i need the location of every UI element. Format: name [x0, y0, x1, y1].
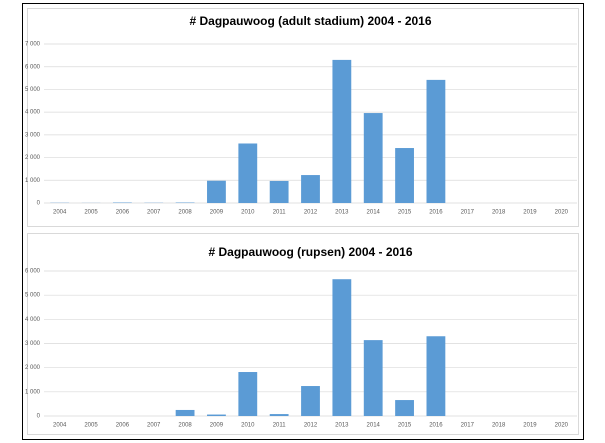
x-tick-label: 2010	[241, 210, 255, 216]
bar	[238, 143, 258, 203]
y-tick-label: 0	[37, 201, 41, 207]
bar	[332, 279, 352, 416]
x-tick-label: 2009	[210, 423, 224, 429]
x-tick-label: 2006	[116, 210, 130, 216]
bar	[269, 414, 289, 416]
y-tick-label: 5 000	[25, 87, 41, 93]
x-tick-label: 2012	[304, 210, 318, 216]
y-tick-label: 0	[37, 414, 41, 420]
x-tick-label: 2008	[178, 210, 192, 216]
x-tick-label: 2007	[147, 210, 161, 216]
bar	[207, 180, 226, 203]
x-tick-label: 2012	[304, 423, 318, 429]
bar	[332, 59, 352, 204]
bar	[175, 409, 195, 416]
x-tick-label: 2005	[84, 423, 98, 429]
chart-title: # Dagpauwoog (rupsen) 2004 - 2016	[208, 245, 412, 259]
x-tick-label: 2017	[461, 423, 475, 429]
y-tick-label: 6 000	[25, 64, 41, 70]
x-tick-label: 2007	[147, 423, 161, 429]
bar	[395, 400, 414, 416]
y-tick-label: 3 000	[25, 132, 41, 138]
x-tick-label: 2016	[429, 210, 443, 216]
x-tick-label: 2005	[84, 210, 98, 216]
x-tick-label: 2019	[523, 423, 537, 429]
x-tick-label: 2006	[116, 423, 130, 429]
x-tick-label: 2020	[555, 210, 569, 216]
bar	[395, 148, 414, 203]
x-tick-label: 2013	[335, 210, 349, 216]
x-tick-label: 2017	[461, 210, 475, 216]
x-tick-label: 2018	[492, 423, 506, 429]
x-tick-label: 2019	[523, 210, 537, 216]
chart-panel	[27, 233, 579, 435]
y-tick-label: 2 000	[25, 365, 41, 371]
x-tick-label: 2011	[273, 423, 287, 429]
chart-title: # Dagpauwoog (adult stadium) 2004 - 2016	[189, 14, 431, 28]
x-tick-label: 2010	[241, 423, 255, 429]
bar	[363, 340, 383, 416]
y-tick-label: 7 000	[25, 42, 41, 48]
x-tick-label: 2018	[492, 210, 506, 216]
bar	[426, 336, 446, 416]
bar	[301, 175, 320, 203]
bar	[238, 372, 258, 416]
y-tick-label: 2 000	[25, 155, 41, 161]
y-tick-label: 1 000	[25, 389, 41, 395]
bar	[301, 386, 320, 416]
y-tick-label: 1 000	[25, 178, 41, 184]
bar	[207, 414, 226, 416]
bar	[363, 113, 383, 203]
y-tick-label: 6 000	[25, 269, 41, 275]
x-tick-label: 2014	[367, 423, 381, 429]
x-tick-label: 2011	[273, 210, 287, 216]
x-tick-label: 2009	[210, 210, 224, 216]
y-tick-label: 5 000	[25, 293, 41, 299]
y-tick-label: 3 000	[25, 341, 41, 347]
x-tick-label: 2008	[178, 423, 192, 429]
x-tick-label: 2015	[398, 423, 412, 429]
y-tick-label: 4 000	[25, 110, 41, 116]
x-tick-label: 2016	[429, 423, 443, 429]
x-tick-label: 2020	[555, 423, 569, 429]
y-tick-label: 4 000	[25, 317, 41, 323]
x-tick-label: 2013	[335, 423, 349, 429]
bar	[426, 79, 446, 203]
x-tick-label: 2015	[398, 210, 412, 216]
x-tick-label: 2004	[53, 210, 67, 216]
x-tick-label: 2014	[367, 210, 381, 216]
bar	[269, 180, 289, 203]
x-tick-label: 2004	[53, 423, 67, 429]
